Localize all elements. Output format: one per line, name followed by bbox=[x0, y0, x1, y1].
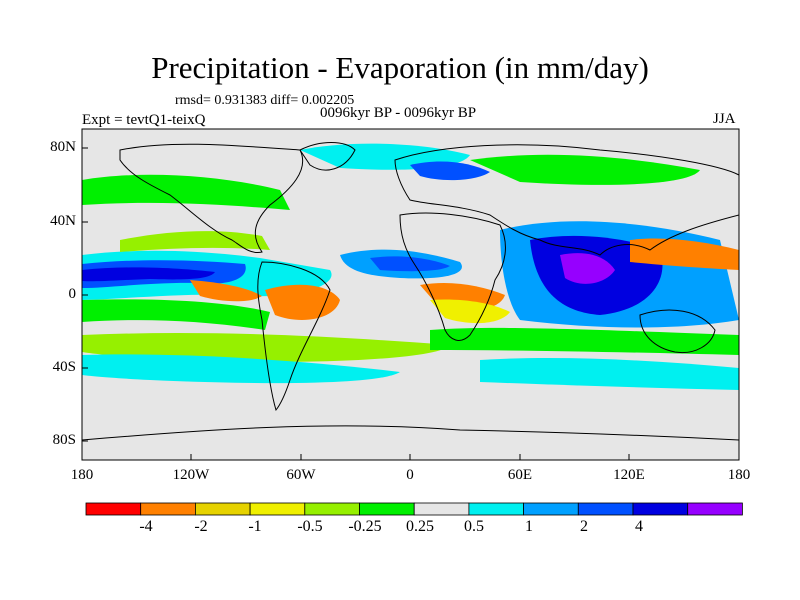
colorbar-swatch bbox=[194, 502, 251, 516]
wpac-dry bbox=[630, 238, 739, 270]
coast-europe-asia bbox=[394, 144, 739, 256]
colorbar-swatch bbox=[413, 502, 470, 516]
coast-antarctica bbox=[82, 425, 739, 441]
colorbar bbox=[85, 502, 743, 516]
coast-south-america bbox=[257, 261, 331, 412]
colorbar-swatch bbox=[140, 502, 196, 516]
lat-label-0: 0 bbox=[68, 286, 77, 302]
plot-title: Precipitation - Evaporation (in mm/day) bbox=[151, 50, 649, 85]
lon-label-120w: 120W bbox=[172, 467, 210, 483]
so-cyan-1 bbox=[82, 354, 400, 384]
colorbar-swatch bbox=[577, 502, 634, 516]
colorbar-label: -1 bbox=[248, 518, 262, 535]
map-field bbox=[82, 129, 739, 460]
colorbar-swatch bbox=[304, 502, 360, 516]
experiment-label: Expt = tevtQ1-teixQ bbox=[82, 112, 206, 128]
axis-ticks bbox=[81, 147, 740, 460]
colorbar-label: 0.5 bbox=[464, 518, 484, 535]
dry-africa-yellow bbox=[430, 299, 510, 324]
lat-label-40s: 40S bbox=[52, 359, 76, 375]
colorbar-swatch bbox=[85, 502, 142, 516]
coast-greenland bbox=[299, 142, 356, 171]
colorbar-label: -0.5 bbox=[297, 518, 323, 535]
itcz-atlantic-dark bbox=[370, 256, 450, 272]
monsoon-purple bbox=[560, 253, 615, 284]
lat-label-80n: 80N bbox=[50, 139, 76, 155]
colorbar-swatch bbox=[249, 502, 306, 516]
so-green-1 bbox=[82, 333, 450, 362]
lon-label-180e: 180 bbox=[727, 467, 751, 483]
so-cyan-2 bbox=[480, 357, 739, 390]
coast-africa bbox=[399, 212, 506, 341]
lon-label-60w: 60W bbox=[286, 467, 316, 483]
lon-label-60e: 60E bbox=[507, 467, 533, 483]
dry-npacific bbox=[82, 174, 290, 210]
dry-pacific-n bbox=[120, 231, 270, 252]
colorbar-swatch bbox=[687, 502, 743, 516]
colorbar-swatch bbox=[632, 502, 689, 516]
nh-green bbox=[470, 154, 700, 185]
period-label: 0096kyr BP - 0096kyr BP bbox=[320, 105, 477, 121]
colorbar-label: 1 bbox=[525, 518, 533, 535]
nh-blue bbox=[410, 161, 490, 181]
lon-label-180w: 180 bbox=[70, 467, 94, 483]
lon-label-0: 0 bbox=[406, 467, 414, 483]
dry-eastpac bbox=[190, 280, 262, 302]
colorbar-label: 2 bbox=[580, 518, 588, 535]
coast-north-america bbox=[119, 143, 304, 254]
colorbar-label: 4 bbox=[635, 518, 643, 535]
coast-australia bbox=[639, 309, 716, 354]
colorbar-swatch bbox=[468, 502, 524, 516]
lat-label-80s: 80S bbox=[52, 432, 76, 448]
dry-pacific-s bbox=[82, 299, 270, 330]
colorbar-label: -4 bbox=[139, 518, 153, 535]
season-label: JJA bbox=[713, 111, 736, 127]
colorbar-label: -2 bbox=[194, 518, 208, 535]
colorbar-swatch bbox=[523, 502, 579, 516]
colorbar-swatch bbox=[359, 502, 415, 516]
colorbar-label: 0.25 bbox=[406, 518, 434, 535]
lon-label-120e: 120E bbox=[613, 467, 645, 483]
colorbar-label: -0.25 bbox=[348, 518, 382, 535]
stats-label: rmsd= 0.931383 diff= 0.002205 bbox=[175, 93, 355, 108]
itcz-pacific-dark bbox=[82, 267, 215, 282]
coastlines bbox=[82, 142, 739, 441]
lat-label-40n: 40N bbox=[50, 213, 76, 229]
